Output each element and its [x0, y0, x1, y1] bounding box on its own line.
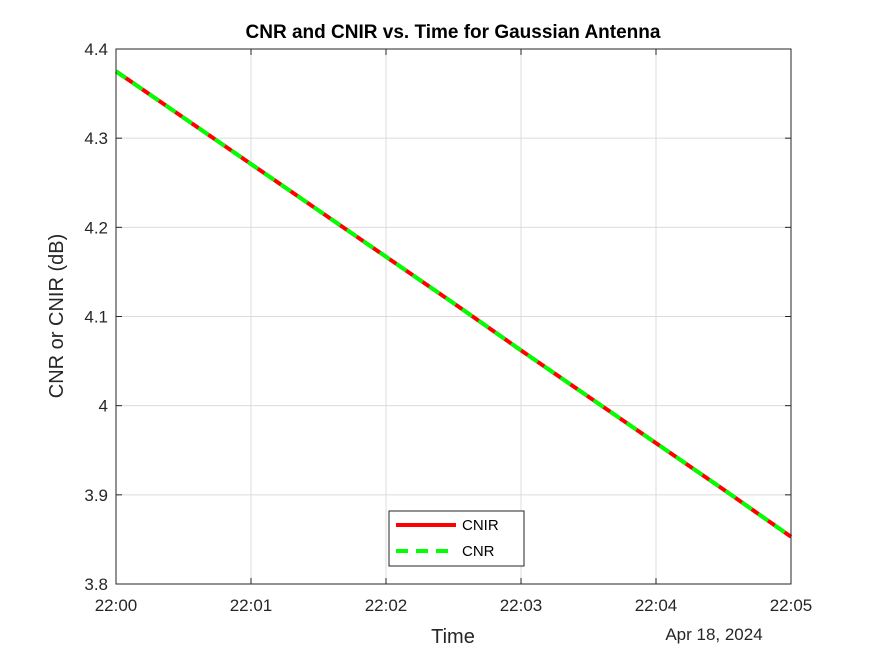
x-axis-label: Time	[431, 626, 475, 648]
x-tick-label: 22:00	[95, 596, 138, 615]
tick-marks	[115, 48, 792, 585]
series-line-cnr	[114, 69, 793, 539]
x-tick-label: 22:02	[365, 596, 408, 615]
x-tick-label: 22:05	[770, 596, 813, 615]
legend-label-cnr: CNR	[462, 543, 495, 560]
chart-title: CNR and CNIR vs. Time for Gaussian Anten…	[246, 22, 661, 43]
y-tick-label: 4.1	[84, 308, 108, 327]
y-tick-label: 4.3	[84, 129, 108, 148]
x-tick-label: 22:04	[635, 596, 678, 615]
y-tick-label: 4.4	[84, 40, 108, 59]
y-tick-labels: 3.8 3.9 4 4.1 4.2 4.3 4.4	[84, 40, 108, 594]
y-tick-label: 4	[99, 397, 108, 416]
date-label: Apr 18, 2024	[665, 625, 762, 644]
x-tick-labels: 22:00 22:01 22:02 22:03 22:04 22:05	[95, 596, 813, 615]
x-tick-label: 22:03	[500, 596, 543, 615]
y-tick-label: 3.8	[84, 575, 108, 594]
y-tick-label: 3.9	[84, 486, 108, 505]
legend-label-cnir: CNIR	[462, 517, 499, 534]
y-tick-label: 4.2	[84, 218, 108, 237]
series-lines	[114, 69, 793, 539]
legend-box	[388, 510, 525, 567]
legend: CNIR CNR	[388, 510, 525, 567]
x-tick-label: 22:01	[230, 596, 273, 615]
y-axis-label: CNR or CNIR (dB)	[46, 234, 68, 398]
